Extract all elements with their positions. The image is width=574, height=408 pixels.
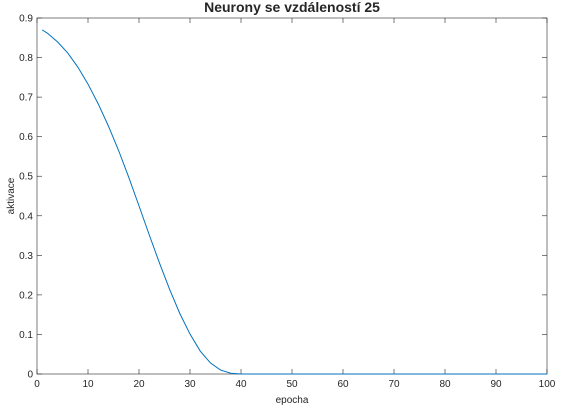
y-tick-label: 0.3	[19, 251, 33, 262]
x-axis-ticks: 0 10 20 30 40 50 60 70 80 90 100	[34, 18, 556, 390]
x-tick-label: 50	[286, 379, 298, 390]
x-tick-label: 40	[235, 379, 247, 390]
x-tick-label: 60	[337, 379, 349, 390]
x-tick-label: 20	[133, 379, 145, 390]
y-axis-ticks: 0 0.1 0.2 0.3 0.4 0.5 0.6 0.7 0.8 0.9	[19, 14, 547, 381]
y-tick-label: 0.8	[19, 53, 33, 64]
y-tick-label: 0.6	[19, 132, 33, 143]
plot-area	[36, 17, 548, 375]
y-tick-label: 0.9	[19, 14, 33, 25]
x-tick-label: 100	[539, 379, 556, 390]
y-axis-label: aktivace	[6, 177, 17, 214]
y-tick-label: 0.7	[19, 93, 33, 104]
x-tick-label: 90	[490, 379, 502, 390]
y-tick-label: 0.5	[19, 172, 33, 183]
x-tick-label: 80	[439, 379, 451, 390]
x-tick-label: 10	[82, 379, 94, 390]
series-line	[41, 29, 547, 375]
x-tick-label: 70	[388, 379, 400, 390]
y-tick-label: 0.2	[19, 290, 33, 301]
x-tick-label: 30	[184, 379, 196, 390]
y-tick-label: 0	[27, 370, 33, 381]
chart-title: Neurony se vzdáleností 25	[204, 0, 380, 15]
x-axis-label: epocha	[276, 395, 309, 406]
y-tick-label: 0.4	[19, 211, 33, 222]
y-tick-label: 0.1	[19, 330, 33, 341]
x-tick-label: 0	[34, 379, 40, 390]
